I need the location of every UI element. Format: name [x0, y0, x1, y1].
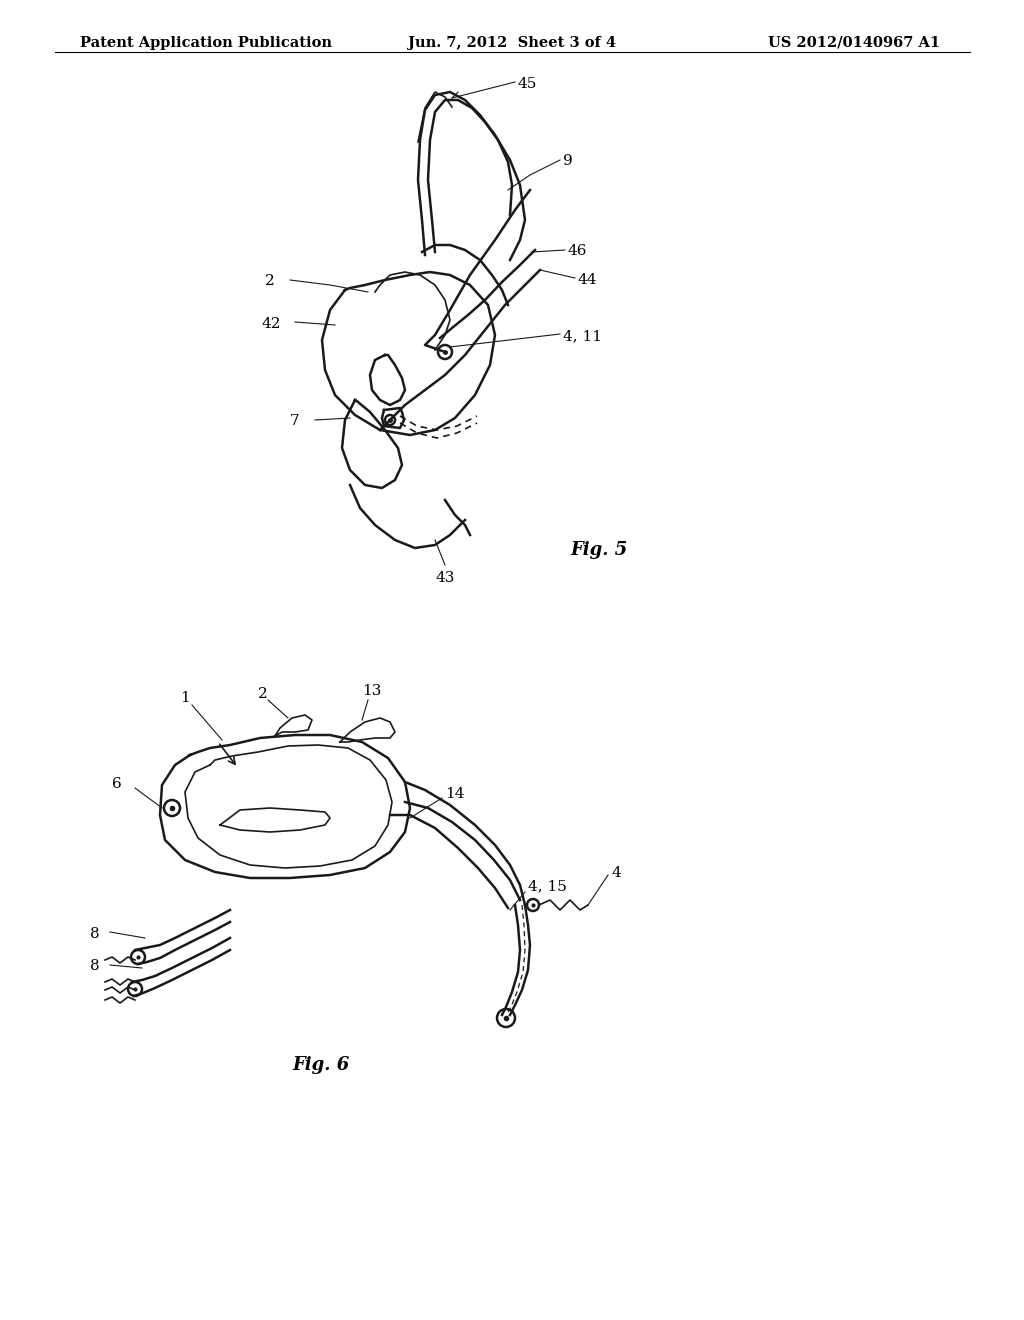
Text: 44: 44 — [578, 273, 597, 286]
Text: 43: 43 — [435, 572, 455, 585]
Text: 4, 11: 4, 11 — [563, 329, 602, 343]
Text: 6: 6 — [112, 777, 122, 791]
Text: 8: 8 — [90, 927, 99, 941]
Text: US 2012/0140967 A1: US 2012/0140967 A1 — [768, 36, 940, 50]
Text: Fig. 5: Fig. 5 — [570, 541, 628, 558]
Text: 46: 46 — [568, 244, 588, 257]
Text: Patent Application Publication: Patent Application Publication — [80, 36, 332, 50]
Text: 9: 9 — [563, 154, 572, 168]
Text: 7: 7 — [290, 414, 300, 428]
Text: Fig. 6: Fig. 6 — [292, 1056, 349, 1074]
Text: 14: 14 — [445, 787, 465, 801]
Text: 42: 42 — [262, 317, 282, 331]
Text: 4, 15: 4, 15 — [528, 879, 567, 894]
Text: 13: 13 — [362, 684, 381, 698]
Text: 45: 45 — [518, 77, 538, 91]
Text: 4: 4 — [611, 866, 621, 880]
Text: 1: 1 — [180, 690, 189, 705]
Text: Jun. 7, 2012  Sheet 3 of 4: Jun. 7, 2012 Sheet 3 of 4 — [408, 36, 616, 50]
Text: 8: 8 — [90, 960, 99, 973]
Text: 2: 2 — [265, 275, 274, 288]
Text: 2: 2 — [258, 686, 267, 701]
